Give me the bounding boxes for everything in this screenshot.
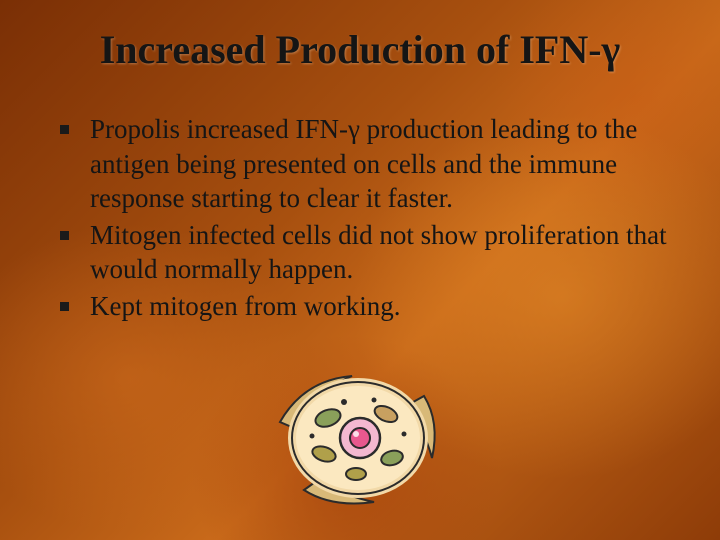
bullet-item: Mitogen infected cells did not show prol… xyxy=(48,218,684,287)
bullet-list: Propolis increased IFN-γ production lead… xyxy=(48,112,684,323)
cell-icon xyxy=(274,362,442,508)
bullet-item: Propolis increased IFN-γ production lead… xyxy=(48,112,684,216)
slide-title: Increased Production of IFN-γ xyxy=(0,26,720,73)
slide-body: Propolis increased IFN-γ production lead… xyxy=(48,112,684,325)
slide: Increased Production of IFN-γ Propolis i… xyxy=(0,0,720,540)
bullet-item: Kept mitogen from working. xyxy=(48,289,684,324)
cell-clipart xyxy=(274,362,442,508)
